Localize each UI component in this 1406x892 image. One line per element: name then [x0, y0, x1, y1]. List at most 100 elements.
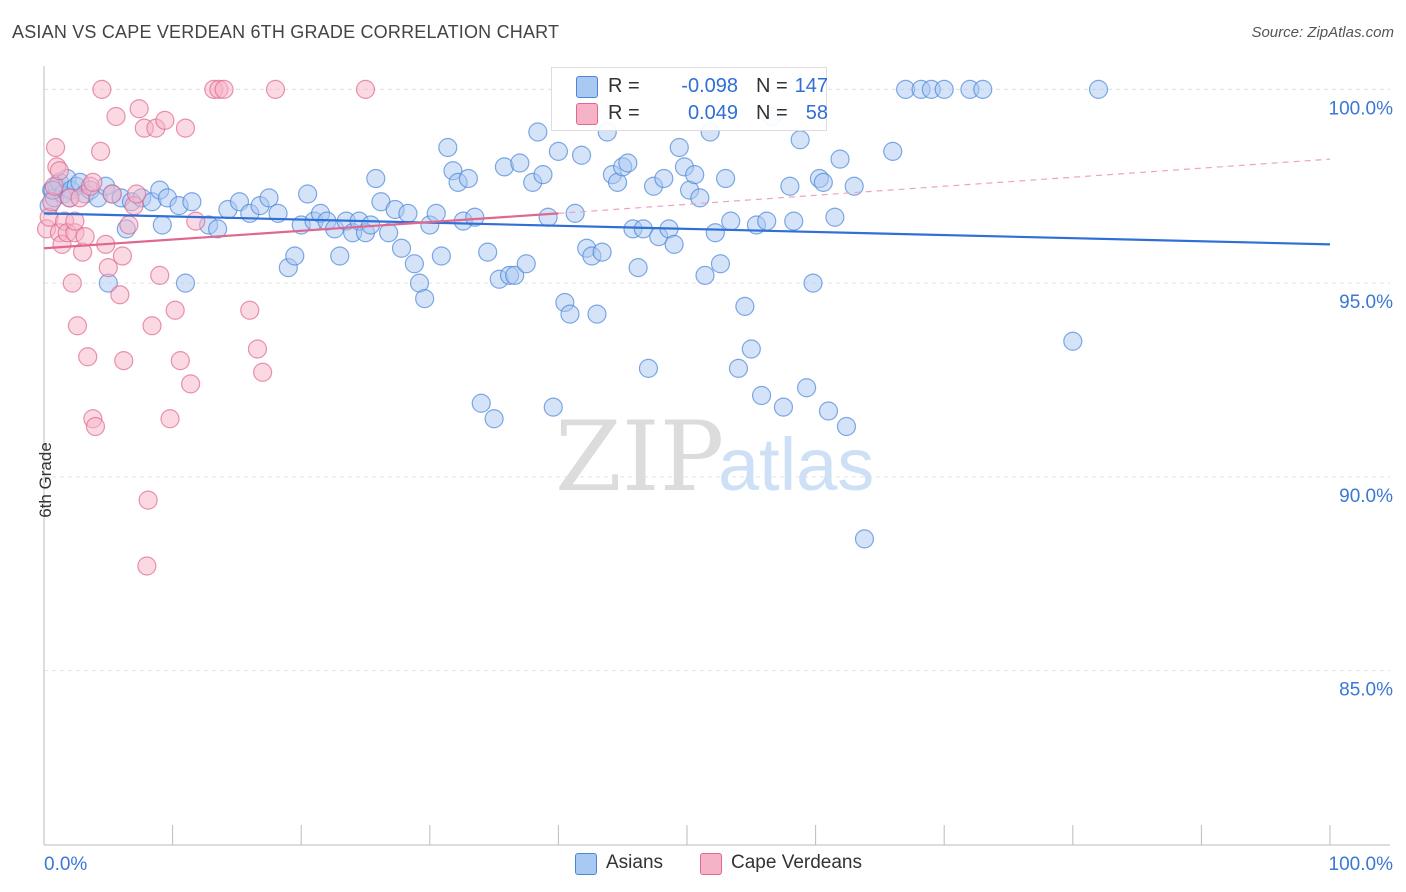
- asian-point: [528, 122, 548, 142]
- y-axis-label: 6th Grade: [35, 442, 55, 518]
- legend-swatch-cape-verdeans: [576, 103, 598, 125]
- legend-n-label: N =: [756, 75, 788, 97]
- asian-point: [664, 234, 684, 254]
- cape-verdean-point: [119, 215, 139, 235]
- asian-point: [973, 79, 993, 99]
- asian-point: [404, 254, 424, 274]
- asian-point: [152, 215, 172, 235]
- asian-point: [757, 211, 777, 231]
- x-tick-labels: 0.0% 100.0%: [44, 854, 1393, 875]
- legend-r-value: -0.098: [681, 75, 738, 97]
- cape-verdean-point: [78, 347, 98, 367]
- watermark-zip: ZIP: [555, 401, 724, 513]
- asian-point: [818, 401, 839, 421]
- asian-point: [825, 207, 845, 227]
- cape-verdean-point: [175, 118, 196, 138]
- cape-verdean-point: [160, 409, 180, 429]
- cape-verdean-point: [170, 351, 190, 371]
- cape-verdean-point: [214, 79, 234, 99]
- asian-point: [398, 203, 418, 223]
- asian-point: [830, 149, 850, 169]
- cape-verdean-point: [137, 556, 157, 576]
- asian-point: [735, 296, 755, 316]
- y-tick-label: 100.0%: [1329, 98, 1394, 119]
- asian-point: [533, 165, 553, 185]
- cape-verdean-point: [186, 211, 206, 231]
- cape-verdean-point: [129, 99, 149, 119]
- asian-point: [751, 385, 772, 406]
- asian-point: [571, 145, 592, 165]
- asian-point: [685, 165, 705, 185]
- asian-point: [565, 203, 585, 223]
- bottom-legend-label-asians: Asians: [606, 852, 664, 873]
- asian-point: [330, 246, 350, 266]
- asian-point: [728, 358, 749, 378]
- stats-legend: R = -0.098 N = 147 R = 0.049 N = 58: [551, 67, 828, 131]
- cape-verdean-point: [181, 374, 201, 394]
- y-tick-label: 85.0%: [1339, 680, 1393, 701]
- asian-point: [548, 141, 569, 161]
- asian-point: [175, 273, 196, 293]
- cape-verdean-point: [90, 141, 111, 161]
- cape-verdean-point: [138, 490, 158, 510]
- asian-point: [628, 258, 648, 278]
- asian-point: [796, 378, 817, 398]
- asian-point: [721, 211, 741, 231]
- asian-point: [790, 130, 810, 150]
- cape-verdean-point: [45, 137, 66, 158]
- asian-point: [618, 153, 638, 173]
- cape-verdean-point: [92, 79, 112, 99]
- asian-point: [883, 141, 903, 161]
- asian-point: [773, 397, 794, 417]
- x-tick-label: 0.0%: [44, 854, 87, 875]
- y-tick-labels: 85.0% 90.0% 95.0% 100.0%: [1329, 98, 1394, 700]
- cape-verdean-point: [165, 300, 185, 320]
- cape-verdean-point: [142, 316, 162, 336]
- asian-point: [654, 168, 674, 189]
- asian-point: [484, 409, 504, 429]
- asian-point: [741, 339, 761, 359]
- bottom-legend-swatch-asians: [575, 853, 597, 875]
- legend-r-value: 0.049: [687, 102, 738, 124]
- asian-point: [431, 246, 451, 266]
- asian-point: [803, 273, 823, 293]
- asian-point: [285, 246, 305, 266]
- cape-verdean-point: [67, 316, 88, 336]
- asian-point: [669, 137, 689, 158]
- watermark-atlas: atlas: [718, 423, 874, 506]
- source-label[interactable]: Source: ZipAtlas.com: [1251, 24, 1394, 41]
- legend-swatch-asians: [576, 76, 598, 98]
- cape-verdean-point: [85, 416, 106, 437]
- asian-point: [695, 265, 715, 285]
- asian-point: [690, 188, 710, 208]
- chart-title: ASIAN VS CAPE VERDEAN 6TH GRADE CORRELAT…: [12, 22, 560, 42]
- asian-point: [438, 137, 458, 158]
- cape-verdean-point: [102, 184, 122, 204]
- asian-point: [1088, 79, 1109, 99]
- cape-verdean-point: [240, 300, 260, 320]
- asian-point: [510, 153, 530, 173]
- cape-verdean-point: [355, 79, 376, 99]
- watermark: ZIP atlas: [555, 401, 874, 513]
- cape-verdean-point: [253, 362, 273, 382]
- bottom-legend-label-cape-verdeans: Cape Verdeans: [731, 852, 862, 873]
- asian-point: [298, 184, 318, 204]
- asian-point: [1063, 331, 1083, 351]
- cape-verdean-point: [62, 273, 82, 293]
- cape-verdean-point: [150, 265, 170, 285]
- asian-point: [415, 289, 435, 309]
- cape-verdean-point: [98, 258, 118, 278]
- trend-lines: [43, 158, 1331, 250]
- asian-point: [543, 397, 563, 417]
- asian-point: [813, 172, 833, 192]
- asian-point: [705, 223, 725, 243]
- asian-point: [259, 188, 279, 208]
- bottom-legend-swatch-cape-verdeans: [700, 853, 722, 875]
- asian-point: [538, 207, 558, 227]
- asian-point: [465, 207, 485, 227]
- asian-point: [587, 304, 607, 324]
- cape-verdean-point: [110, 285, 130, 305]
- y-tick-label: 90.0%: [1339, 486, 1393, 507]
- legend-n-value: 58: [805, 102, 828, 124]
- cape-verdean-point: [247, 339, 268, 359]
